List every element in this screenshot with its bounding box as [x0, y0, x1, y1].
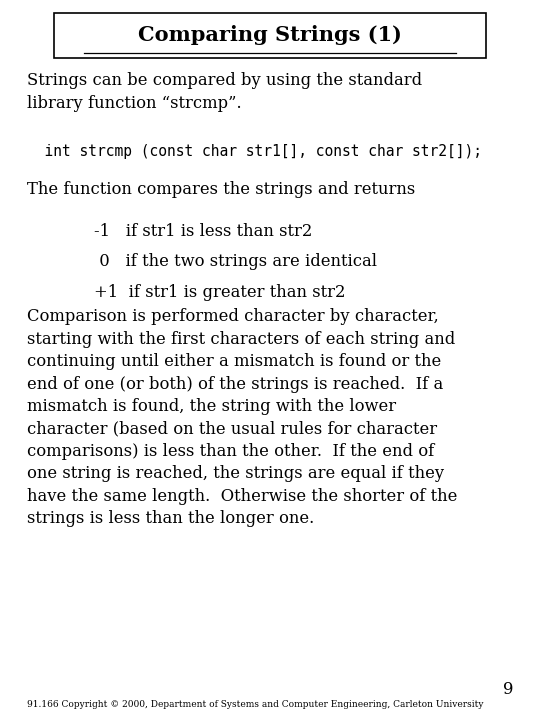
Text: 91.166 Copyright © 2000, Department of Systems and Computer Engineering, Carleto: 91.166 Copyright © 2000, Department of S…	[27, 700, 483, 709]
FancyBboxPatch shape	[54, 13, 486, 58]
Text: 9: 9	[503, 681, 513, 698]
Text: Comparison is performed character by character,
starting with the first characte: Comparison is performed character by cha…	[27, 308, 457, 527]
Text: The function compares the strings and returns: The function compares the strings and re…	[27, 181, 415, 199]
Text: Strings can be compared by using the standard
library function “strcmp”.: Strings can be compared by using the sta…	[27, 72, 422, 112]
Text: int strcmp (const char str1[], const char str2[]);: int strcmp (const char str1[], const cha…	[27, 144, 482, 159]
Text: Comparing Strings (1): Comparing Strings (1)	[138, 25, 402, 45]
Text: -1   if str1 is less than str2: -1 if str1 is less than str2	[94, 223, 313, 240]
Text: 0   if the two strings are identical: 0 if the two strings are identical	[94, 253, 377, 271]
Text: +1  if str1 is greater than str2: +1 if str1 is greater than str2	[94, 284, 346, 301]
